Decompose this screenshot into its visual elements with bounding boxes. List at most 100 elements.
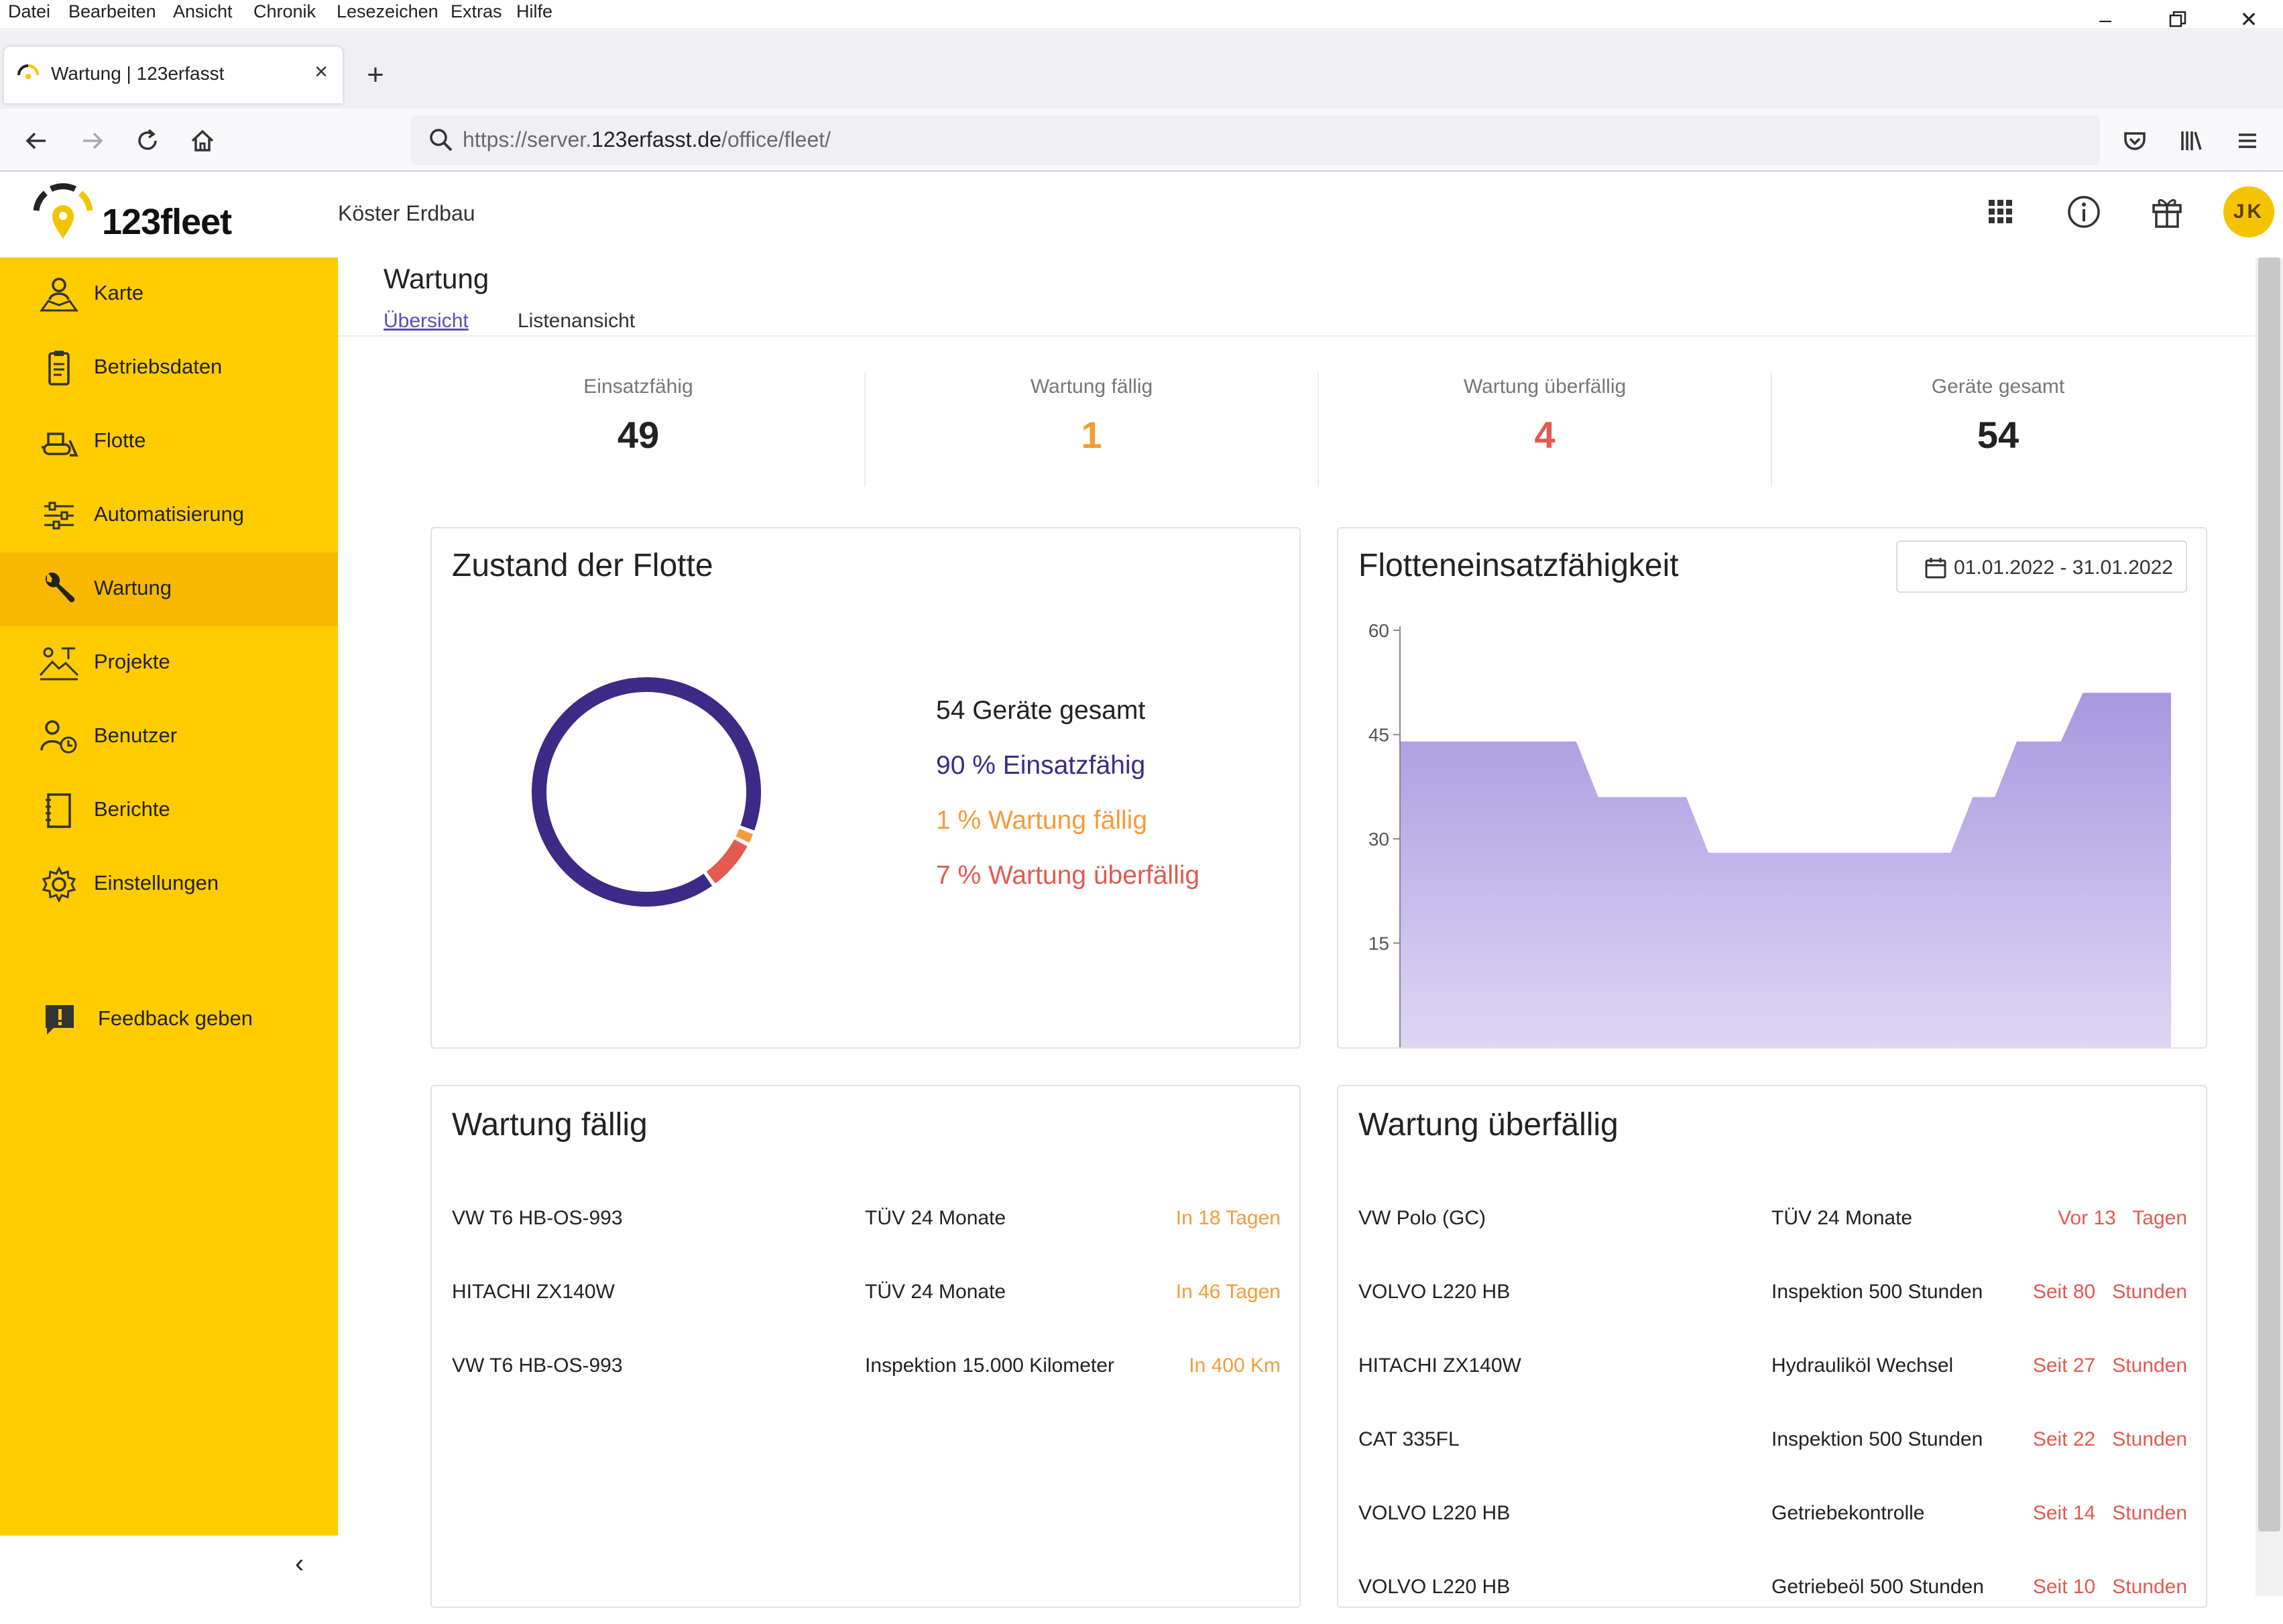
- search-icon: [430, 129, 453, 152]
- sidebar-item-betriebsdaten[interactable]: Betriebsdaten: [0, 331, 338, 405]
- scrollbar-thumb[interactable]: [2258, 257, 2280, 1531]
- sidebar-item-label: Betriebsdaten: [94, 355, 223, 378]
- divider: [1318, 373, 1319, 487]
- menu-extras[interactable]: Extras: [451, 1, 502, 21]
- browser-tab[interactable]: Wartung | 123erfasst ×: [4, 47, 343, 103]
- hamburger-menu-icon[interactable]: [2227, 121, 2268, 161]
- minimize-icon[interactable]: –: [2099, 7, 2111, 32]
- table-row[interactable]: VOLVO L220 HB Getriebeöl 500 Stunden Sei…: [1338, 1550, 2206, 1624]
- date-range-picker[interactable]: 01.01.2022 - 31.01.2022: [1896, 540, 2187, 593]
- report-book-icon: [46, 793, 71, 828]
- apps-grid-icon[interactable]: [1975, 186, 2026, 237]
- due-card: Wartung fällig VW T6 HB-OS-993 TÜV 24 Mo…: [430, 1085, 1301, 1608]
- maintenance-task: Getriebekontrolle: [1771, 1502, 1925, 1524]
- table-row[interactable]: VOLVO L220 HB Getriebekontrolle Seit 14 …: [1338, 1476, 2206, 1550]
- legend-einsatzfaehig: 90 % Einsatzfähig: [936, 751, 1146, 780]
- table-row[interactable]: CAT 335FL Inspektion 500 Stunden Seit 22…: [1338, 1403, 2206, 1476]
- tab-close-icon[interactable]: ×: [314, 59, 328, 84]
- maintenance-task: TÜV 24 Monate: [865, 1207, 1006, 1229]
- y-tick-label: 45: [1368, 725, 1389, 746]
- restore-icon[interactable]: [2146, 0, 2210, 39]
- vehicle-name: VW Polo (GC): [1358, 1207, 1486, 1229]
- page-title: Wartung: [384, 263, 489, 294]
- menu-bearbeiten[interactable]: Bearbeiten: [68, 1, 156, 21]
- sidebar-item-projekte[interactable]: Projekte: [0, 626, 338, 700]
- donut-slice-wartung-berf-llig[interactable]: [706, 839, 748, 884]
- legend-wartung-faellig: 1 % Wartung fällig: [936, 806, 1148, 835]
- stat-value: 54: [1977, 414, 2019, 456]
- menu-hilfe[interactable]: Hilfe: [516, 1, 553, 21]
- calendar-icon: [1925, 558, 1946, 579]
- sidebar-item-label: Berichte: [94, 797, 170, 821]
- stat-label: Wartung fällig: [1030, 375, 1153, 398]
- new-tab-icon[interactable]: +: [367, 58, 384, 91]
- menu-chronik[interactable]: Chronik: [253, 1, 316, 21]
- sidebar-item-benutzer[interactable]: Benutzer: [0, 700, 338, 774]
- sidebar-item-berichte[interactable]: Berichte: [0, 774, 338, 848]
- sidebar-item-einstellungen[interactable]: Einstellungen: [0, 848, 338, 921]
- maintenance-task: TÜV 24 Monate: [1771, 1207, 1913, 1229]
- vehicle-name: VOLVO L220 HB: [1358, 1576, 1511, 1598]
- maintenance-task: Getriebeöl 500 Stunden: [1771, 1576, 1984, 1598]
- area-series[interactable]: [1400, 693, 2171, 1047]
- table-row[interactable]: VW Polo (GC) TÜV 24 Monate Vor 13 Tagen: [1338, 1181, 2206, 1255]
- tab-favicon-icon: [17, 64, 39, 79]
- sidebar-item-karte[interactable]: Karte: [0, 257, 338, 331]
- feedback-button[interactable]: Feedback geben: [0, 983, 338, 1057]
- date-range-text: 01.01.2022 - 31.01.2022: [1954, 557, 2173, 579]
- maintenance-task: TÜV 24 Monate: [865, 1281, 1006, 1303]
- stat-wartung-faellig: Wartung fällig 1: [865, 375, 1318, 457]
- sidebar-collapse-button[interactable]: ‹: [0, 1535, 338, 1596]
- user-avatar[interactable]: JK: [2223, 186, 2274, 237]
- availability-area-chart: 60 45 30 15: [1368, 620, 2171, 1047]
- library-icon[interactable]: [2171, 121, 2211, 161]
- browser-menubar: Datei Bearbeiten Ansicht Chronik Lesezei…: [0, 0, 2283, 32]
- home-icon[interactable]: [182, 121, 223, 161]
- divider: [864, 373, 866, 487]
- tab-overview[interactable]: Übersicht: [384, 310, 469, 332]
- card-title: Zustand der Flotte: [452, 548, 713, 583]
- sidebar-item-flotte[interactable]: Flotte: [0, 405, 338, 479]
- sidebar-item-label: Flotte: [94, 428, 146, 452]
- sidebar-item-label: Wartung: [94, 576, 172, 599]
- donut-slice-einsatzf-hig[interactable]: [532, 677, 761, 907]
- table-row[interactable]: VW T6 HB-OS-993 TÜV 24 Monate In 18 Tage…: [432, 1181, 1299, 1255]
- back-icon[interactable]: [16, 121, 56, 161]
- donut-chart: [532, 677, 761, 907]
- table-row[interactable]: VW T6 HB-OS-993 Inspektion 15.000 Kilome…: [432, 1329, 1299, 1403]
- tab-list-view[interactable]: Listenansicht: [518, 310, 636, 332]
- table-row[interactable]: VOLVO L220 HB Inspektion 500 Stunden Sei…: [1338, 1255, 2206, 1329]
- stat-value: 49: [617, 414, 660, 456]
- menu-ansicht[interactable]: Ansicht: [173, 1, 233, 21]
- sidebar-item-label: Karte: [94, 281, 144, 304]
- logo-text[interactable]: 123fleet: [102, 202, 232, 242]
- gift-icon[interactable]: [2142, 186, 2192, 237]
- sidebar-item-wartung[interactable]: Wartung: [0, 553, 338, 626]
- availability-card: Flotteneinsatzfähigkeit 01.01.2022 - 31.…: [1337, 527, 2207, 1049]
- reload-icon[interactable]: [127, 121, 168, 161]
- y-tick-label: 30: [1368, 829, 1389, 850]
- sidebar-item-automatisierung[interactable]: Automatisierung: [0, 479, 338, 553]
- due-time: In 46 Tagen: [1175, 1281, 1281, 1303]
- table-row[interactable]: HITACHI ZX140W Hydrauliköl Wechsel Seit …: [1338, 1329, 2206, 1403]
- stat-geraete-gesamt: Geräte gesamt 54: [1771, 375, 2225, 457]
- divider: [1771, 373, 1772, 487]
- menu-datei[interactable]: Datei: [8, 1, 51, 21]
- pocket-icon[interactable]: [2115, 121, 2155, 161]
- address-bar[interactable]: https://server.123erfasst.de/office/flee…: [410, 115, 2100, 165]
- sliders-icon: [44, 502, 74, 530]
- y-tick-label: 15: [1368, 933, 1389, 954]
- forward-icon[interactable]: [72, 121, 113, 161]
- stat-value: 4: [1534, 414, 1556, 456]
- legend-total: 54 Geräte gesamt: [936, 696, 1146, 725]
- table-row[interactable]: HITACHI ZX140W TÜV 24 Monate In 46 Tagen: [432, 1255, 1299, 1329]
- donut-slice-wartung-f-llig[interactable]: [736, 828, 753, 843]
- feedback-label: Feedback geben: [98, 1006, 253, 1030]
- info-icon[interactable]: [2058, 186, 2109, 237]
- stat-label: Einsatzfähig: [583, 375, 693, 398]
- sidebar-item-label: Einstellungen: [94, 871, 219, 894]
- menu-lesezeichen[interactable]: Lesezeichen: [337, 1, 438, 21]
- overdue-card: Wartung überfällig VW Polo (GC) TÜV 24 M…: [1337, 1085, 2207, 1608]
- vehicle-name: VW T6 HB-OS-993: [452, 1207, 623, 1229]
- close-window-icon[interactable]: ✕: [2239, 7, 2258, 32]
